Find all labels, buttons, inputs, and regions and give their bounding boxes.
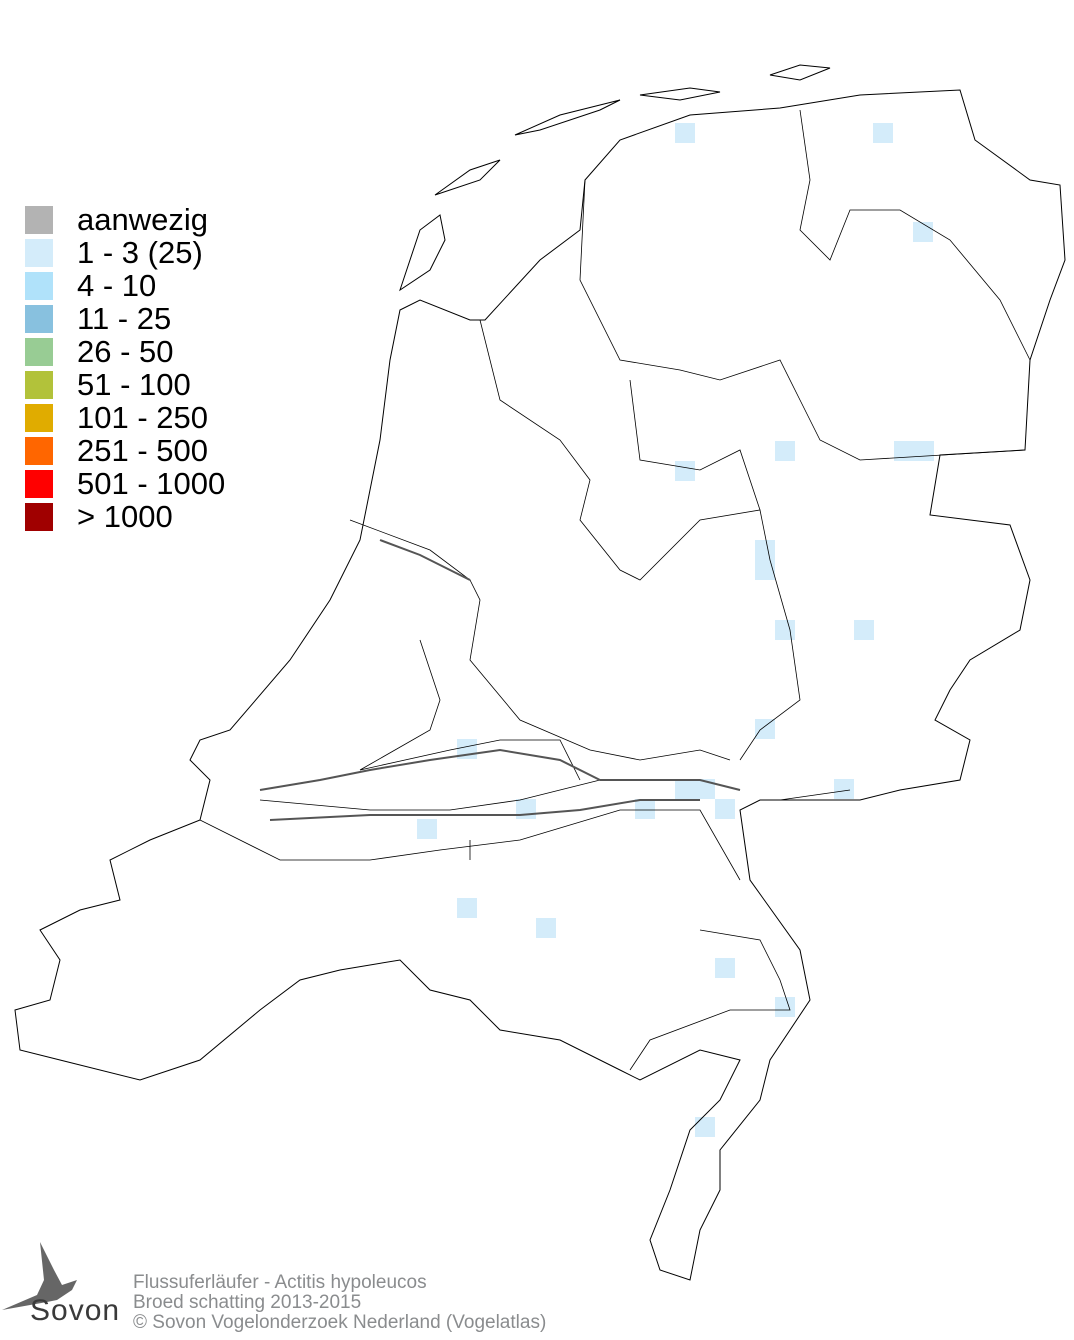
legend-swatch xyxy=(25,436,53,465)
copyright: © Sovon Vogelonderzoek Nederland (Vogela… xyxy=(133,1312,547,1333)
legend-label: 26 - 50 xyxy=(77,334,174,369)
legend-label: 1 - 3 (25) xyxy=(77,235,203,270)
legend-label: 501 - 1000 xyxy=(77,466,226,501)
occupied-cell xyxy=(635,799,655,819)
province-borders xyxy=(199,109,1031,1071)
occupied-cell xyxy=(873,123,893,143)
occupied-cell xyxy=(417,819,437,839)
occupied-cell xyxy=(755,719,775,739)
legend-item: 26 - 50 xyxy=(25,335,225,368)
occupied-cell xyxy=(457,898,477,918)
legend: aanwezig 1 - 3 (25) 4 - 10 11 - 25 26 - 50 51… xyxy=(25,203,225,533)
occupied-cell xyxy=(775,997,795,1017)
country-outline xyxy=(14,89,1066,1281)
island-terschelling xyxy=(514,99,621,136)
species-name: Flussuferläufer - Actitis hypoleucos xyxy=(133,1272,427,1293)
occupied-cell xyxy=(715,799,735,819)
legend-label: > 1000 xyxy=(77,499,173,534)
occupied-cell xyxy=(675,461,695,481)
legend-swatch xyxy=(25,238,53,267)
legend-item: > 1000 xyxy=(25,500,225,533)
occupied-cell xyxy=(695,1117,715,1137)
occupied-cell xyxy=(775,620,795,640)
legend-swatch xyxy=(25,271,53,300)
occupied-cells xyxy=(417,123,934,1137)
legend-label: 4 - 10 xyxy=(77,268,157,303)
legend-item: 11 - 25 xyxy=(25,302,225,335)
legend-item: 101 - 250 xyxy=(25,401,225,434)
occupied-cell xyxy=(755,540,775,560)
legend-label: 11 - 25 xyxy=(77,301,172,336)
occupied-cell xyxy=(755,560,775,580)
occupied-cell xyxy=(695,779,715,799)
legend-swatch xyxy=(25,205,53,234)
occupied-cell xyxy=(675,779,695,799)
occupied-cell xyxy=(775,441,795,461)
river-lines xyxy=(259,539,741,821)
legend-item: 251 - 500 xyxy=(25,434,225,467)
legend-label: 251 - 500 xyxy=(77,433,208,468)
legend-label: aanwezig xyxy=(77,202,208,237)
legend-swatch xyxy=(25,337,53,366)
island-ameland xyxy=(639,87,721,101)
swallow-icon xyxy=(2,1242,77,1310)
island-vlieland xyxy=(434,159,501,196)
occupied-cell xyxy=(913,222,933,242)
occupied-cell xyxy=(715,958,735,978)
occupied-cell xyxy=(536,918,556,938)
legend-item: 51 - 100 xyxy=(25,368,225,401)
legend-swatch xyxy=(25,403,53,432)
logo-text: Sovon xyxy=(30,1294,121,1327)
survey-subtitle: Broed schatting 2013-2015 xyxy=(133,1292,362,1313)
occupied-cell xyxy=(894,441,914,461)
map-caption: Flussuferläufer - Actitis hypoleucos Bro… xyxy=(133,1273,546,1333)
island-texel xyxy=(399,214,446,292)
legend-label: 51 - 100 xyxy=(77,367,191,402)
occupied-cell xyxy=(854,620,874,640)
legend-item: 501 - 1000 xyxy=(25,467,225,500)
legend-swatch xyxy=(25,502,53,531)
occupied-cell xyxy=(914,441,934,461)
occupied-cell xyxy=(675,123,695,143)
legend-label: 101 - 250 xyxy=(77,400,208,435)
legend-item: aanwezig xyxy=(25,203,225,236)
legend-swatch xyxy=(25,469,53,498)
legend-swatch xyxy=(25,304,53,333)
island-schiermonnikoog xyxy=(769,64,831,81)
legend-swatch xyxy=(25,370,53,399)
legend-item: 4 - 10 xyxy=(25,269,225,302)
sovon-logo xyxy=(2,1240,122,1332)
occupied-cell xyxy=(834,779,854,799)
legend-item: 1 - 3 (25) xyxy=(25,236,225,269)
